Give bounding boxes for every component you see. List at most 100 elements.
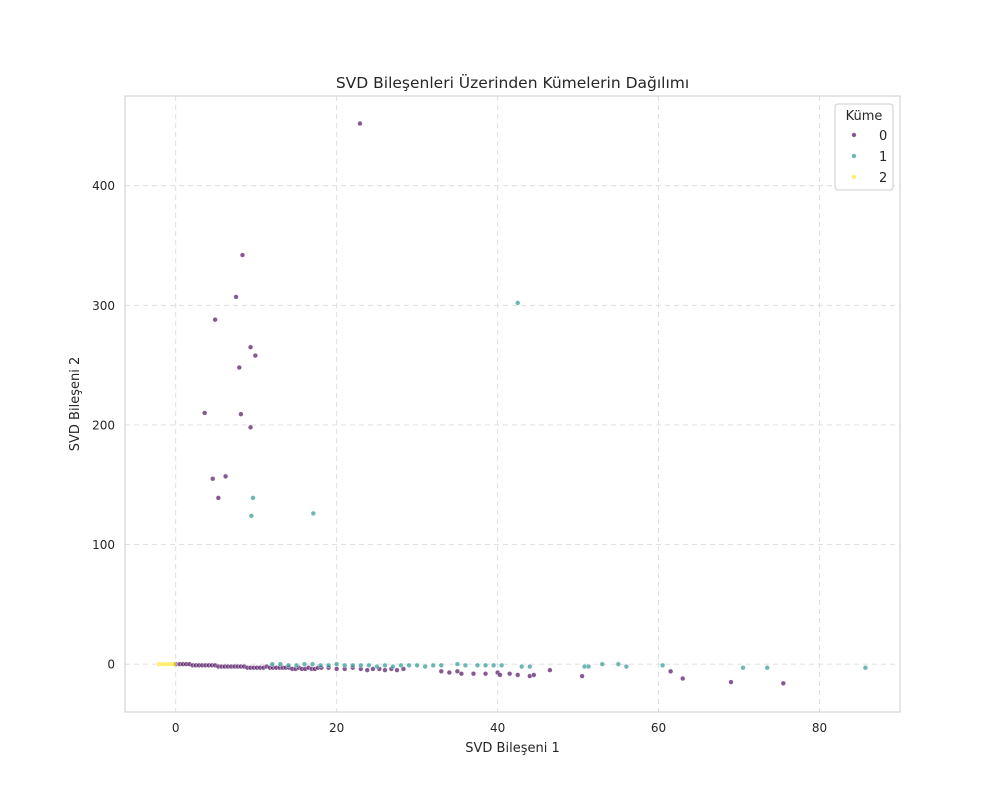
- data-point: [659, 662, 666, 668]
- data-point: [357, 120, 363, 127]
- data-point: [334, 661, 340, 667]
- data-point: [250, 495, 256, 501]
- data-point: [400, 666, 407, 672]
- data-point: [394, 667, 400, 673]
- data-point: [470, 671, 477, 677]
- data-point: [430, 662, 436, 668]
- legend-label-0: 0: [879, 129, 887, 144]
- plot-border: [124, 95, 901, 713]
- data-point: [527, 663, 533, 670]
- data-point: [579, 673, 585, 679]
- data-point: [422, 663, 428, 670]
- legend-label-2: 2: [879, 171, 887, 186]
- data-point: [239, 252, 246, 258]
- data-point: [212, 317, 218, 323]
- data-point: [390, 663, 396, 670]
- x-tick-label: 60: [651, 721, 666, 735]
- data-point: [862, 665, 868, 671]
- data-point: [252, 352, 258, 359]
- data-point: [171, 661, 177, 667]
- data-point: [414, 662, 420, 668]
- data-point: [599, 661, 605, 667]
- y-axis-ticks: 0 100 200 300 400: [92, 179, 115, 671]
- data-point: [668, 668, 674, 674]
- data-point: [309, 661, 316, 667]
- y-tick-label: 400: [92, 179, 115, 193]
- data-point: [301, 661, 308, 667]
- data-point: [285, 662, 291, 668]
- data-point: [406, 662, 412, 668]
- data-point: [350, 662, 356, 668]
- data-points: [156, 120, 868, 686]
- data-point: [454, 668, 460, 674]
- x-tick-label: 80: [812, 721, 827, 735]
- data-point: [680, 675, 686, 682]
- data-point: [310, 510, 316, 517]
- data-point: [374, 663, 380, 670]
- legend-marker-1: [851, 153, 857, 159]
- data-point: [317, 662, 324, 668]
- x-axis-label: SVD Bileşeni 1: [465, 741, 559, 756]
- data-point: [764, 665, 770, 671]
- plot-area: [125, 96, 900, 712]
- data-point: [223, 473, 229, 479]
- data-point: [382, 667, 388, 673]
- data-point: [247, 424, 254, 430]
- data-point: [247, 344, 254, 350]
- data-point: [515, 300, 521, 306]
- data-point: [238, 411, 244, 417]
- data-point: [482, 662, 489, 668]
- legend-title: Küme: [846, 109, 883, 124]
- data-point: [342, 662, 348, 668]
- data-point: [366, 662, 372, 668]
- x-tick-label: 40: [490, 721, 505, 735]
- data-point: [462, 662, 469, 668]
- x-tick-label: 0: [172, 721, 180, 735]
- data-point: [398, 662, 404, 668]
- y-tick-label: 0: [107, 658, 115, 672]
- y-tick-label: 100: [92, 538, 115, 552]
- data-point: [740, 665, 746, 671]
- data-point: [210, 476, 216, 482]
- series-1: [248, 300, 868, 671]
- data-point: [370, 666, 376, 672]
- data-point: [547, 667, 553, 673]
- data-point: [585, 663, 592, 670]
- data-point: [497, 672, 503, 678]
- y-tick-label: 200: [92, 418, 115, 432]
- data-point: [382, 662, 388, 668]
- data-point: [780, 680, 786, 686]
- legend-marker-2: [851, 174, 857, 180]
- data-point: [531, 672, 537, 678]
- data-point: [248, 513, 254, 519]
- data-point: [233, 294, 239, 300]
- data-point: [364, 667, 370, 673]
- data-point: [202, 410, 208, 416]
- legend: Küme 0 1 2: [834, 103, 894, 191]
- chart-title: SVD Bileşenleri Üzerinden Kümelerin Dağı…: [336, 73, 689, 92]
- data-point: [499, 662, 505, 668]
- data-point: [326, 662, 332, 668]
- y-axis-label: SVD Bileşeni 2: [68, 357, 83, 451]
- data-point: [474, 662, 481, 668]
- data-point: [215, 495, 221, 501]
- data-point: [515, 672, 521, 678]
- data-point: [454, 661, 460, 667]
- x-tick-label: 20: [329, 721, 344, 735]
- data-point: [482, 671, 489, 677]
- data-point: [236, 364, 242, 371]
- data-point: [623, 663, 629, 670]
- data-point: [334, 666, 340, 672]
- legend-label-1: 1: [879, 150, 887, 165]
- legend-marker-0: [851, 132, 857, 138]
- data-point: [519, 663, 525, 670]
- x-axis-ticks: 0 20 40 60 80: [172, 721, 827, 735]
- series-2: [156, 661, 177, 667]
- data-point: [507, 671, 513, 677]
- data-point: [490, 662, 497, 668]
- legend-box: [834, 103, 894, 191]
- y-tick-label: 300: [92, 299, 115, 313]
- data-point: [277, 661, 283, 667]
- data-point: [728, 679, 734, 685]
